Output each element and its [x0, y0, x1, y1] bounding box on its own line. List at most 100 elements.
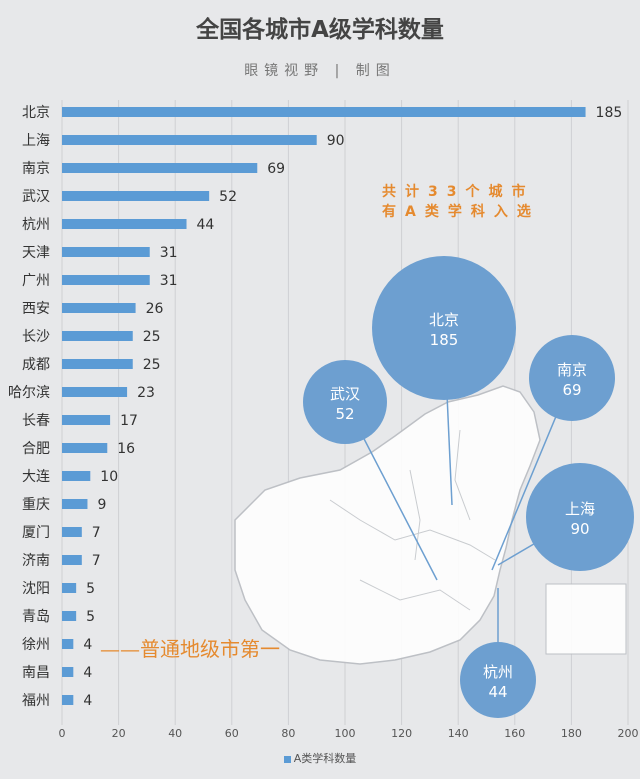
bar	[62, 471, 91, 481]
data-label: 69	[267, 161, 285, 177]
category-label: 重庆	[22, 497, 50, 513]
category-label: 西安	[22, 301, 50, 317]
data-label: 7	[92, 525, 101, 541]
data-label: 4	[83, 665, 92, 681]
data-label: 7	[92, 553, 101, 569]
data-label: 5	[86, 581, 95, 597]
chart-subtitle: 眼镜视野 | 制图	[244, 63, 396, 79]
bubble	[529, 335, 615, 421]
category-label: 哈尔滨	[8, 385, 50, 401]
map-outline	[234, 385, 541, 665]
bar	[62, 415, 111, 425]
legend-swatch	[283, 755, 291, 763]
bubble-value: 69	[562, 381, 581, 399]
data-label: 4	[83, 637, 92, 653]
data-label: 31	[160, 273, 178, 289]
category-label: 厦门	[22, 525, 50, 541]
bar	[62, 191, 210, 201]
category-label: 徐州	[22, 637, 50, 653]
city-bubbles: 北京 185 武汉 52 南京 69 上海 90 杭州 44	[303, 256, 634, 718]
x-tick-label: 200	[618, 727, 639, 740]
bar	[62, 359, 133, 369]
x-tick-label: 0	[59, 727, 66, 740]
x-tick-label: 160	[504, 727, 525, 740]
data-label: 31	[160, 245, 178, 261]
bar	[62, 443, 108, 453]
annotation-line-1: 共计33个城市	[382, 184, 535, 200]
category-label: 南昌	[22, 665, 50, 681]
bubble	[303, 360, 387, 444]
bar	[62, 527, 82, 537]
bar	[62, 695, 74, 705]
data-label: 26	[146, 301, 164, 317]
data-label: 9	[97, 497, 106, 513]
x-tick-label: 60	[225, 727, 239, 740]
x-tick-label: 140	[448, 727, 469, 740]
x-axis: 0 20 40 60 80 100 120 140 160 180 200	[59, 727, 639, 740]
xuzhou-note: ——普通地级市第一	[100, 637, 280, 661]
bubble-value: 90	[570, 520, 589, 538]
bubble-label: 杭州	[483, 663, 513, 681]
bar	[62, 639, 74, 649]
annotation-line-2: 有A类学科入选	[382, 204, 540, 220]
category-label: 上海	[22, 133, 50, 149]
category-label: 合肥	[22, 441, 50, 457]
x-tick-label: 40	[168, 727, 182, 740]
bar	[62, 611, 77, 621]
x-tick-label: 120	[391, 727, 412, 740]
bar	[62, 499, 88, 509]
legend-label: A类学科数量	[293, 752, 357, 765]
x-tick-label: 100	[335, 727, 356, 740]
bar	[62, 667, 74, 677]
x-tick-label: 180	[561, 727, 582, 740]
category-label: 长沙	[22, 329, 50, 345]
x-tick-label: 80	[281, 727, 295, 740]
category-label: 沈阳	[22, 581, 50, 597]
bubble-label: 武汉	[330, 385, 360, 403]
data-label: 16	[117, 441, 135, 457]
category-label: 成都	[22, 357, 50, 373]
bubble-value: 52	[335, 405, 354, 423]
category-label: 南京	[22, 161, 50, 177]
data-label: 10	[100, 469, 118, 485]
bubble-label: 上海	[565, 500, 595, 518]
bar	[62, 303, 136, 313]
category-label: 青岛	[22, 609, 50, 625]
data-label: 4	[83, 693, 92, 709]
bar	[62, 275, 150, 285]
bar	[62, 107, 586, 117]
data-label: 52	[219, 189, 237, 205]
bubble-value: 44	[488, 683, 507, 701]
bar	[62, 583, 77, 593]
data-label: 5	[86, 609, 95, 625]
legend: A类学科数量	[0, 750, 640, 766]
bar	[62, 387, 128, 397]
bar	[62, 555, 82, 565]
bubble-value: 185	[430, 331, 459, 349]
category-label: 北京	[22, 105, 50, 121]
bubble-label: 南京	[557, 361, 587, 379]
x-tick-label: 20	[112, 727, 126, 740]
data-label: 90	[327, 133, 345, 149]
data-label: 25	[143, 357, 161, 373]
data-label: 44	[197, 217, 215, 233]
china-map-outline	[234, 385, 627, 665]
category-label: 济南	[22, 553, 50, 569]
bar	[62, 247, 150, 257]
bubble	[372, 256, 516, 400]
data-label: 23	[137, 385, 155, 401]
bubble	[460, 642, 536, 718]
category-label: 长春	[22, 413, 50, 429]
bar	[62, 135, 317, 145]
bubble-label: 北京	[429, 311, 459, 329]
south-china-sea-inset	[545, 583, 627, 655]
category-label: 大连	[22, 469, 50, 485]
category-label: 天津	[22, 245, 50, 261]
bar	[62, 219, 187, 229]
data-label: 185	[596, 105, 623, 121]
annotation: 共计33个城市 有A类学科入选	[382, 182, 582, 222]
category-label: 福州	[22, 693, 50, 709]
category-label: 杭州	[22, 217, 50, 233]
